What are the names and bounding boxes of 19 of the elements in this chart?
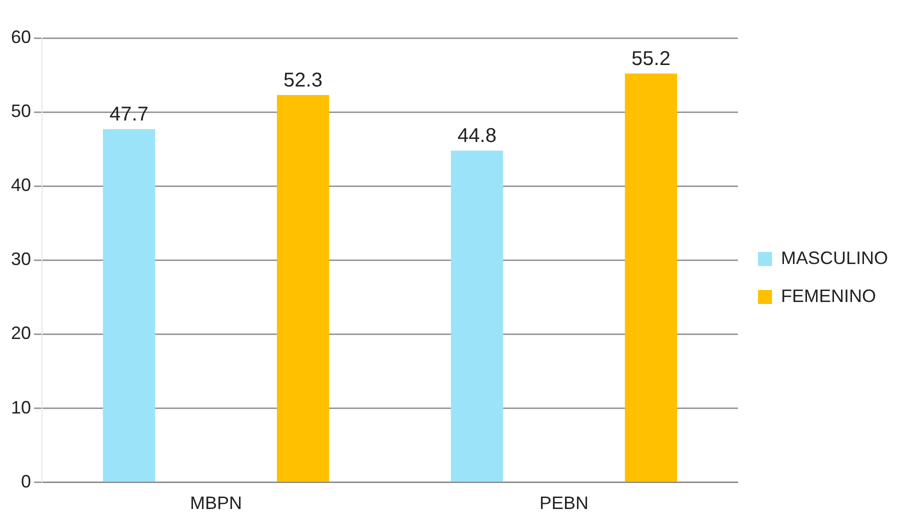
bar bbox=[102, 129, 156, 482]
y-tick-label: 50 bbox=[10, 101, 32, 122]
data-label: 55.2 bbox=[632, 48, 670, 70]
y-tick-label: 20 bbox=[10, 323, 32, 344]
legend-label: FEMENINO bbox=[780, 286, 876, 306]
bar bbox=[624, 74, 678, 482]
data-label: 44.8 bbox=[458, 125, 496, 148]
legend-label: MASCULINO bbox=[780, 248, 888, 268]
x-tick-label: MBPN bbox=[190, 493, 242, 514]
y-tick-label: 60 bbox=[10, 26, 32, 47]
data-label: 52.3 bbox=[284, 70, 322, 92]
y-tick-label: 0 bbox=[21, 471, 32, 492]
data-label: 47.7 bbox=[110, 104, 148, 126]
bar bbox=[276, 95, 330, 482]
y-tick-label: 10 bbox=[10, 397, 32, 418]
y-tick-label: 30 bbox=[10, 249, 32, 270]
x-tick-label: PEBN bbox=[539, 493, 589, 514]
bar bbox=[450, 150, 504, 482]
y-tick-label: 40 bbox=[10, 175, 32, 196]
